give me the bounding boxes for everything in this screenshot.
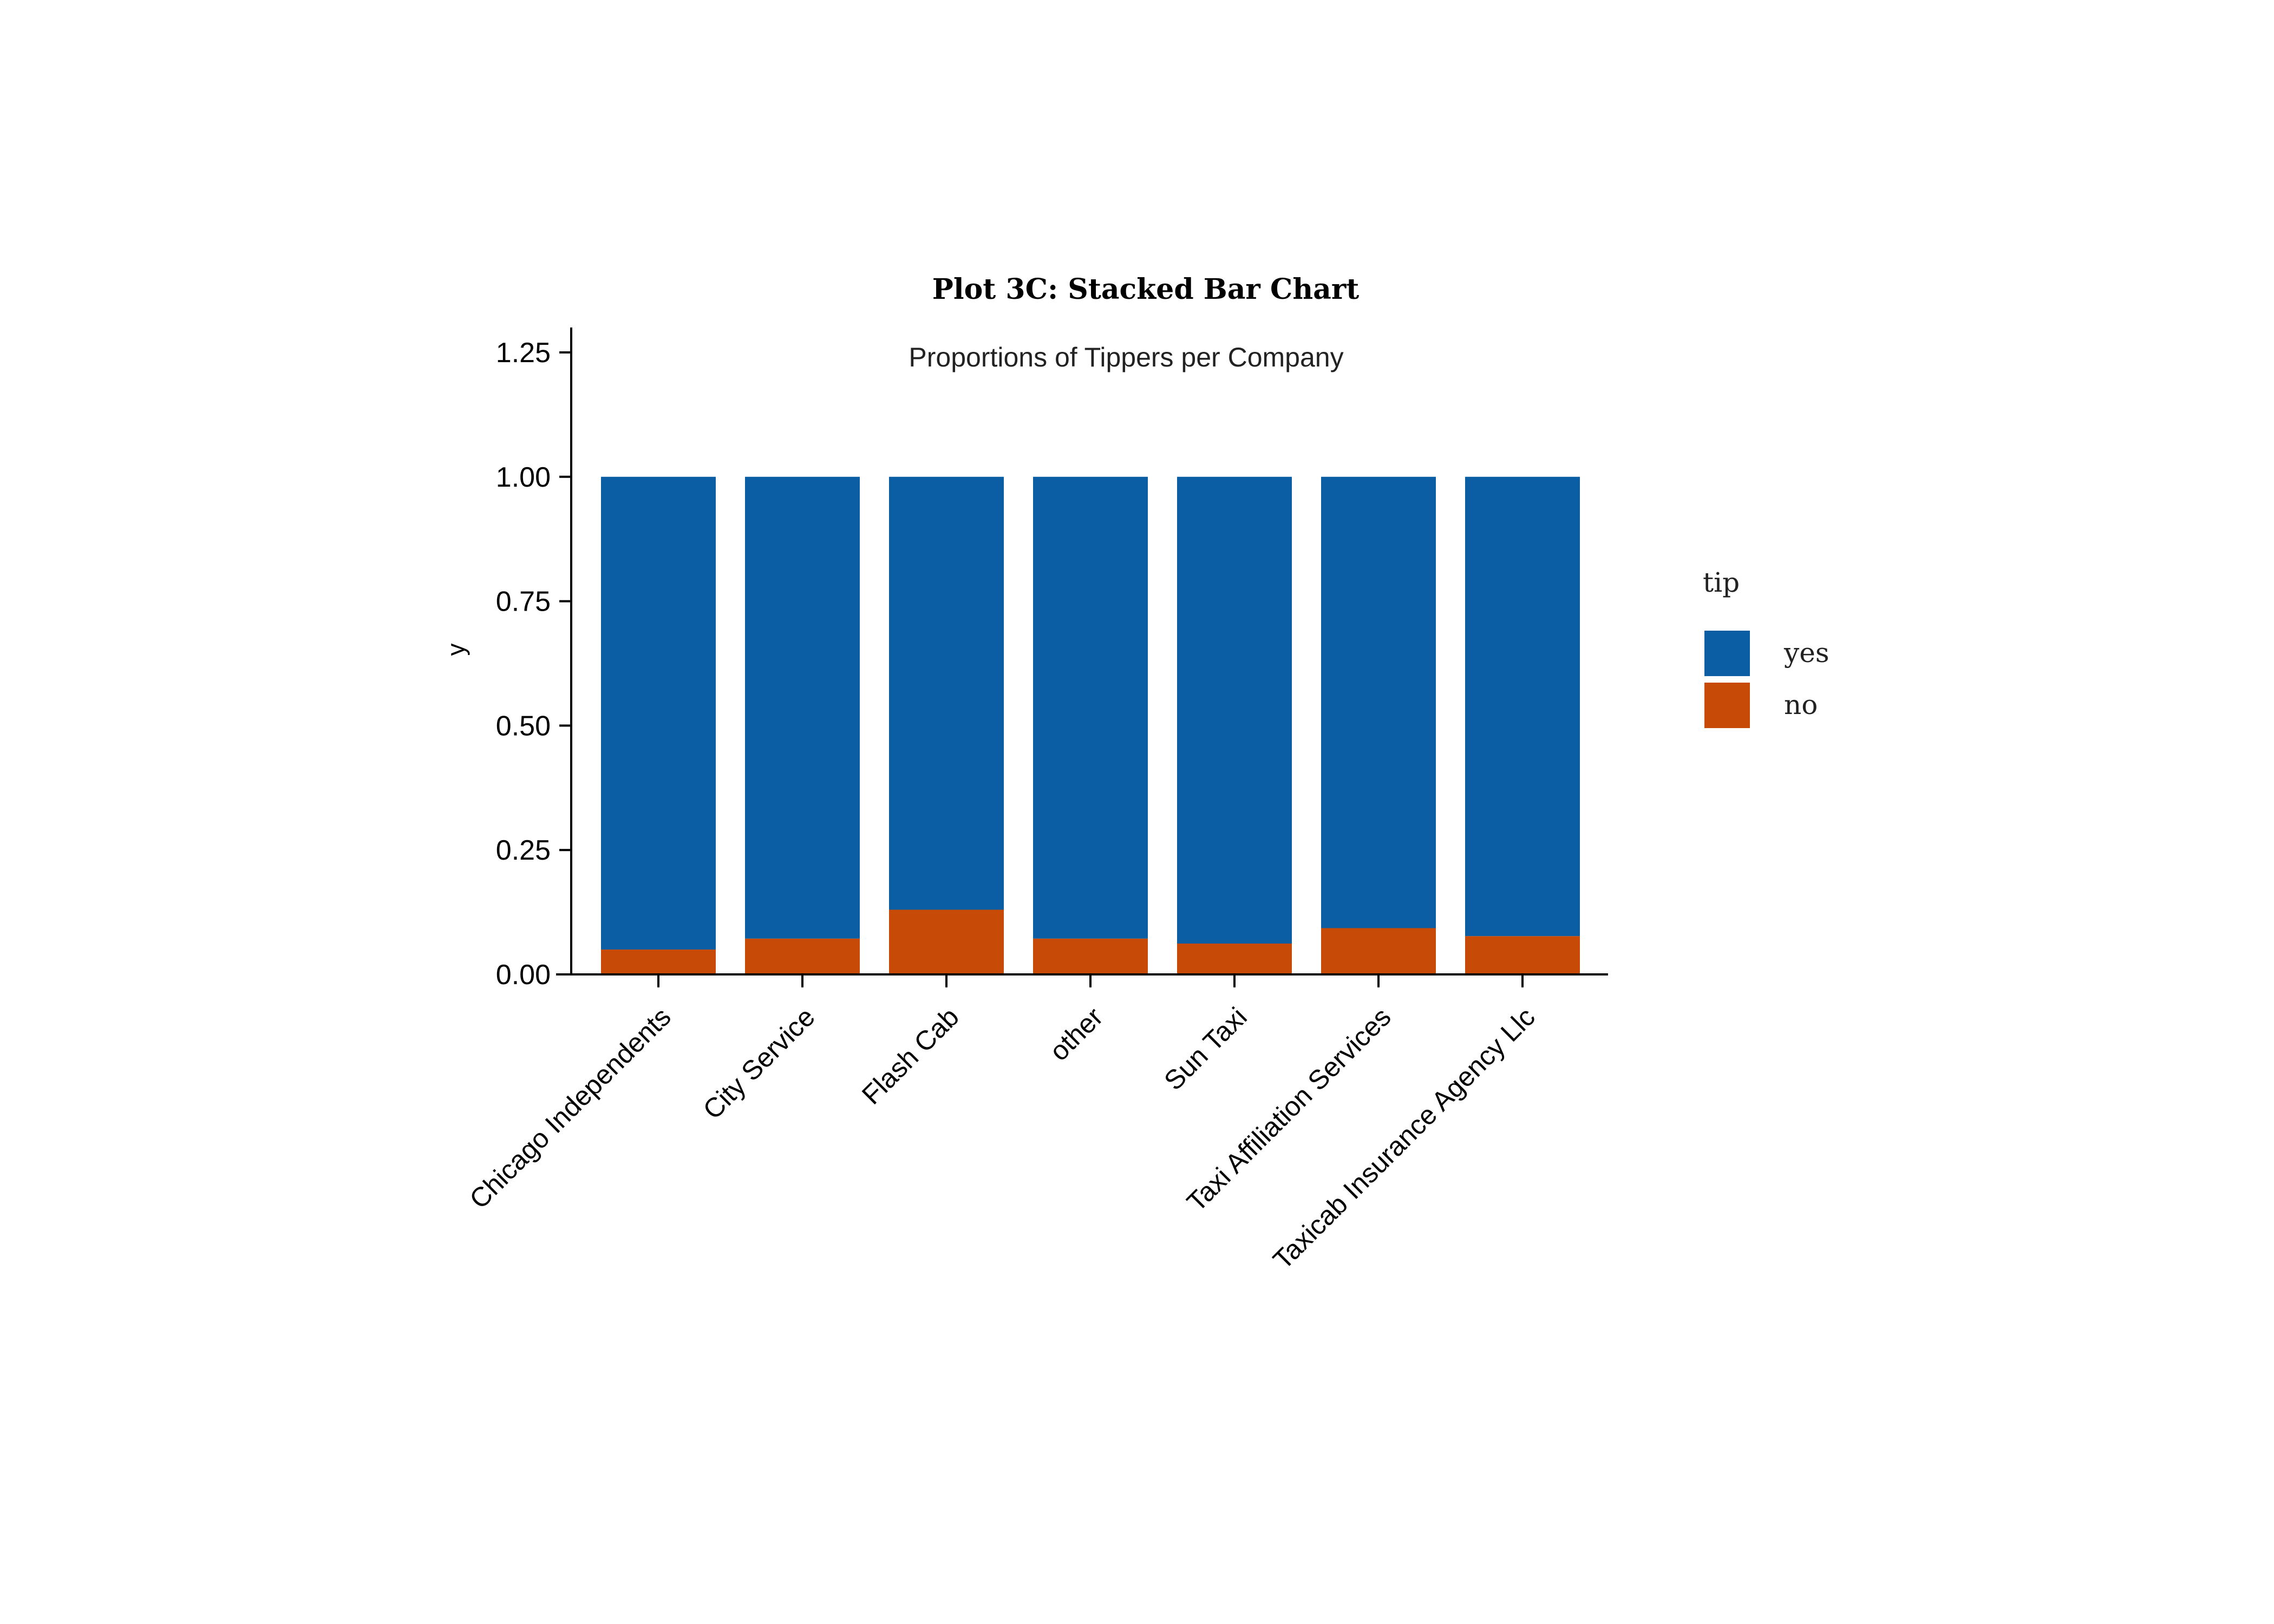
bar-no-5 — [1321, 928, 1436, 974]
bar-no-6 — [1465, 936, 1580, 974]
legend-label-no: no — [1784, 689, 1818, 721]
x-tick-label: Sun Taxi — [1158, 1001, 1253, 1096]
y-axis-label: y — [442, 644, 470, 656]
x-tick-label: Chicago Independents — [463, 1001, 676, 1214]
bar-yes-0 — [601, 476, 716, 950]
bar-no-1 — [745, 938, 860, 974]
legend-title: tip — [1703, 567, 1740, 598]
bar-yes-2 — [889, 476, 1004, 910]
x-tick-label: other — [1044, 1001, 1109, 1066]
chart-subtitle: Proportions of Tippers per Company — [909, 342, 1343, 372]
legend-swatch-no — [1704, 683, 1750, 728]
chart-title: Plot 3C: Stacked Bar Chart — [932, 273, 1359, 306]
bar-no-3 — [1033, 938, 1148, 974]
y-tick-label: 0.00 — [496, 959, 551, 991]
bar-yes-6 — [1465, 476, 1580, 937]
legend-swatch-yes — [1704, 631, 1750, 676]
bar-no-2 — [889, 909, 1004, 974]
x-tick-label: Taxicab Insurance Agency Llc — [1267, 1001, 1540, 1275]
y-tick-label: 1.00 — [496, 462, 551, 493]
x-tick-label: Flash Cab — [856, 1001, 965, 1110]
legend: tip yes no — [1703, 567, 1829, 728]
bar-yes-1 — [745, 476, 860, 939]
legend-label-yes: yes — [1783, 637, 1829, 669]
y-tick-label: 0.25 — [496, 835, 551, 866]
bar-yes-5 — [1321, 476, 1436, 928]
x-tick-label: City Service — [697, 1001, 821, 1125]
y-ticks-group: 0.00 0.25 0.50 0.75 1.00 1.25 — [496, 337, 571, 991]
bars-group — [601, 476, 1580, 974]
bar-no-0 — [601, 949, 716, 974]
bar-yes-4 — [1177, 476, 1292, 944]
y-tick-label: 1.25 — [496, 337, 551, 369]
x-ticks-group: Chicago Independents City Service Flash Ca… — [463, 974, 1541, 1275]
y-tick-label: 0.50 — [496, 710, 551, 742]
y-tick-label: 0.75 — [496, 586, 551, 618]
axes-group — [556, 328, 1608, 975]
bar-no-4 — [1177, 944, 1292, 974]
bar-yes-3 — [1033, 476, 1148, 939]
